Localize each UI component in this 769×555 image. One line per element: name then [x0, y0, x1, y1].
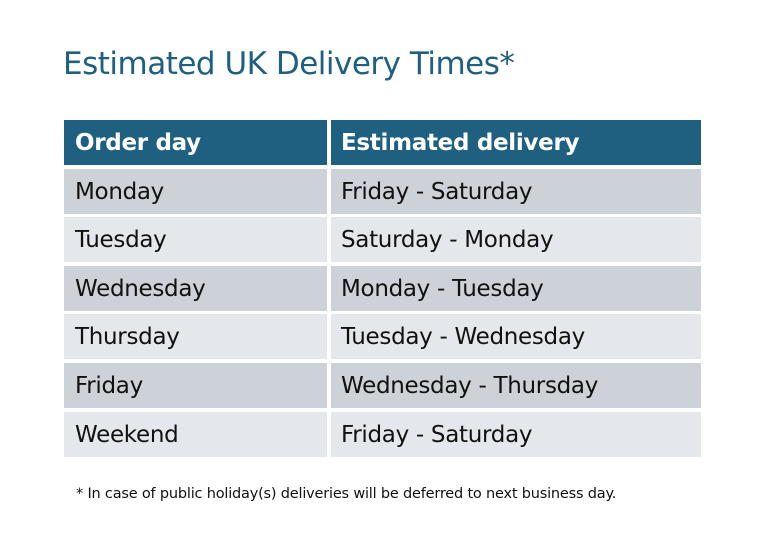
table-row: Tuesday Saturday - Monday — [64, 217, 701, 263]
table-row: Thursday Tuesday - Wednesday — [64, 314, 701, 360]
header-order-day: Order day — [64, 120, 327, 165]
page-title: Estimated UK Delivery Times* — [63, 46, 515, 82]
table-row: Friday Wednesday - Thursday — [64, 362, 701, 408]
delivery-table: Order day Estimated delivery Monday Frid… — [64, 120, 701, 460]
delivery-cell: Wednesday - Thursday — [331, 362, 701, 408]
order-day-cell: Wednesday — [64, 265, 327, 311]
table-row: Weekend Friday - Saturday — [64, 411, 701, 457]
table-row: Monday Friday - Saturday — [64, 168, 701, 214]
order-day-cell: Friday — [64, 362, 327, 408]
delivery-cell: Friday - Saturday — [331, 168, 701, 214]
order-day-cell: Tuesday — [64, 217, 327, 263]
delivery-cell: Monday - Tuesday — [331, 265, 701, 311]
order-day-cell: Thursday — [64, 314, 327, 360]
footnote: * In case of public holiday(s) deliverie… — [76, 486, 617, 502]
header-estimated-delivery: Estimated delivery — [331, 120, 701, 165]
order-day-cell: Weekend — [64, 411, 327, 457]
delivery-cell: Saturday - Monday — [331, 217, 701, 263]
delivery-cell: Tuesday - Wednesday — [331, 314, 701, 360]
table-header-row: Order day Estimated delivery — [64, 120, 701, 165]
order-day-cell: Monday — [64, 168, 327, 214]
delivery-cell: Friday - Saturday — [331, 411, 701, 457]
table-row: Wednesday Monday - Tuesday — [64, 265, 701, 311]
